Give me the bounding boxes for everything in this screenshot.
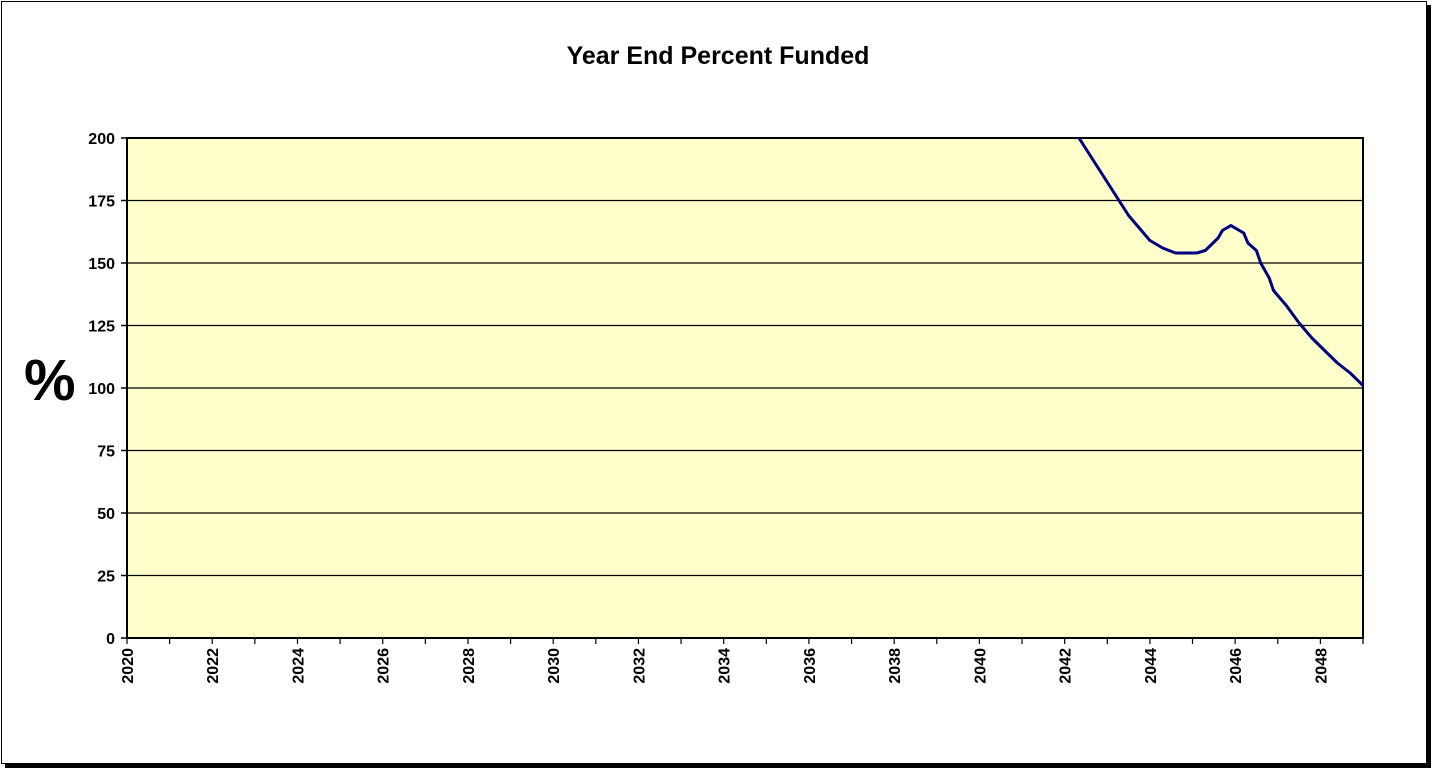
x-tick-label: 2022 — [205, 648, 222, 684]
x-tick-label: 2026 — [376, 648, 393, 684]
y-tick-label: 200 — [88, 131, 115, 148]
x-tick-label: 2032 — [631, 648, 648, 684]
x-tick-label: 2020 — [120, 648, 137, 684]
x-tick-label: 2040 — [972, 648, 989, 684]
y-tick-label: 125 — [88, 319, 115, 336]
x-tick-label: 2038 — [887, 648, 904, 684]
y-tick-label: 150 — [88, 256, 115, 273]
y-tick-label: 100 — [88, 381, 115, 398]
x-tick-label: 2046 — [1228, 648, 1245, 684]
y-tick-label: 50 — [97, 506, 115, 523]
y-tick-label: 75 — [97, 444, 115, 461]
x-tick-label: 2042 — [1058, 648, 1075, 684]
x-tick-label: 2044 — [1143, 648, 1160, 684]
chart-title: Year End Percent Funded — [566, 42, 870, 70]
x-tick-label: 2036 — [802, 648, 819, 684]
x-tick-label: 2048 — [1313, 648, 1330, 684]
x-tick-label: 2028 — [461, 648, 478, 684]
x-tick-label: 2030 — [546, 648, 563, 684]
y-tick-label: 0 — [106, 631, 115, 648]
x-tick-label: 2034 — [717, 648, 734, 684]
y-tick-label: 175 — [88, 194, 115, 211]
y-tick-label: 25 — [97, 569, 115, 586]
y-axis-label: % — [24, 348, 76, 413]
x-tick-label: 2024 — [290, 648, 307, 684]
series-line — [1077, 138, 1363, 387]
